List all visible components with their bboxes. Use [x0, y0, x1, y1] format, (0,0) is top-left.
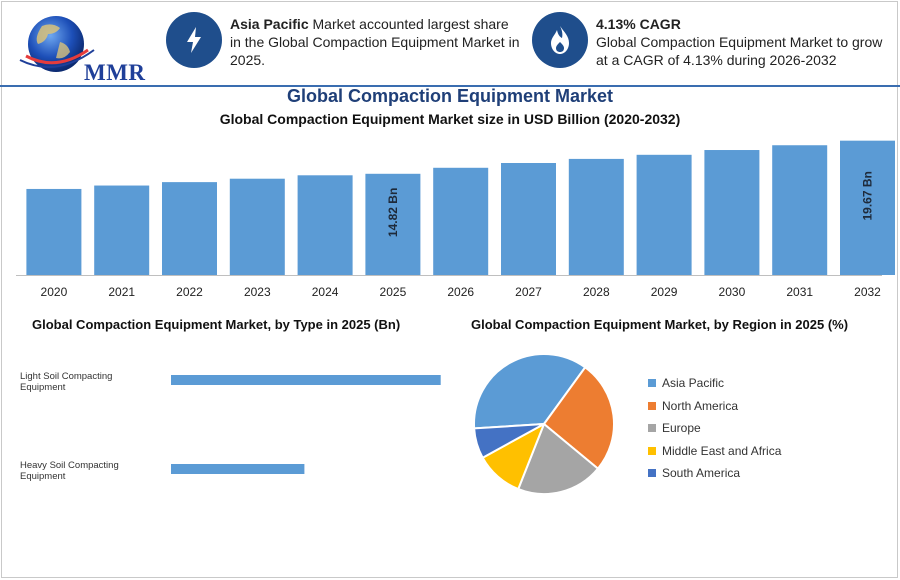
info-asia-pacific: Asia Pacific Market accounted largest sh… [230, 15, 520, 69]
pie-slice-europe [516, 422, 600, 495]
type-label-heavy: Heavy Soil Compacting Equipment [20, 460, 119, 482]
legend-swatch [648, 446, 656, 455]
info-cagr: 4.13% CAGR Global Compaction Equipment M… [596, 15, 891, 69]
mmr-logo: MMR [12, 12, 145, 85]
x-tick-label-2029: 2029 [651, 285, 678, 299]
info-asia-pacific-text: Market accounted largest share in the Gl… [230, 16, 520, 68]
x-tick-label-2031: 2031 [786, 285, 813, 299]
legend-label: Europe [662, 421, 701, 436]
legend-swatch [648, 424, 656, 433]
type-bar-1 [171, 464, 305, 474]
legend-item-north-america: North America [648, 395, 781, 418]
data-label-2032: 19.67 Bn [861, 171, 875, 220]
bar-2030 [704, 150, 760, 275]
x-tick-label-2026: 2026 [447, 285, 474, 299]
legend-label: North America [662, 398, 739, 413]
bar-2020 [26, 188, 82, 275]
x-tick-label-2024: 2024 [312, 285, 339, 299]
bar-2028 [568, 158, 624, 275]
x-tick-label-2025: 2025 [380, 285, 407, 299]
globe-icon [19, 16, 95, 72]
legend-item-europe: Europe [648, 417, 781, 440]
legend-label: Middle East and Africa [662, 443, 782, 458]
x-tick-label-2032: 2032 [854, 285, 881, 299]
info-cagr-bold: 4.13% CAGR [596, 16, 681, 32]
x-tick-label-2027: 2027 [515, 285, 542, 299]
type-chart-title: Global Compaction Equipment Market, by T… [32, 317, 401, 332]
bar-2029 [636, 154, 692, 275]
legend-label: Asia Pacific [662, 376, 725, 391]
legend-swatch [648, 469, 656, 478]
flame-icon [532, 12, 588, 68]
legend-item-asia-pacific: Asia Pacific [648, 372, 781, 395]
legend-label: South America [662, 466, 741, 481]
bar-2032 [840, 140, 895, 275]
type-bar-0 [171, 375, 441, 385]
x-tick-label-2022: 2022 [176, 285, 203, 299]
region-chart-title: Global Compaction Equipment Market, by R… [471, 317, 849, 332]
lightning-icon [166, 12, 222, 68]
x-tick-label-2021: 2021 [108, 285, 135, 299]
bar-2022 [162, 182, 217, 275]
bar-2021 [94, 185, 150, 275]
logo-text: MMR [84, 60, 146, 85]
chart-subtitle: Global Compaction Equipment Market size … [219, 111, 681, 127]
info-cagr-text: Global Compaction Equipment Market to gr… [596, 34, 883, 68]
bar-2027 [501, 163, 556, 275]
x-tick-label-2028: 2028 [583, 285, 610, 299]
legend-swatch [648, 379, 656, 388]
bar-2023 [229, 178, 285, 275]
bar-2025 [365, 173, 421, 275]
legend-item-south-america: South America [648, 462, 781, 485]
data-label-2025: 14.82 Bn [386, 188, 400, 237]
bar-2031 [772, 145, 828, 275]
bar-2024 [297, 175, 353, 275]
legend-item-middle-east-and-africa: Middle East and Africa [648, 440, 781, 463]
pie-slice-north-america [542, 365, 615, 471]
x-tick-label-2020: 2020 [41, 285, 68, 299]
legend-swatch [648, 401, 656, 410]
page-title: Global Compaction Equipment Market [286, 86, 614, 106]
bar-2026 [433, 167, 489, 275]
type-label-light: Light Soil Compacting Equipment [20, 371, 113, 393]
region-legend: Asia Pacific North America Europe Middle Ea… [648, 372, 781, 485]
x-tick-label-2023: 2023 [244, 285, 271, 299]
header-divider [0, 85, 900, 87]
pie-slice-south-america [473, 423, 545, 460]
pie-slice-asia-pacific [473, 353, 587, 430]
x-tick-label-2030: 2030 [719, 285, 746, 299]
info-asia-pacific-bold: Asia Pacific [230, 16, 309, 32]
